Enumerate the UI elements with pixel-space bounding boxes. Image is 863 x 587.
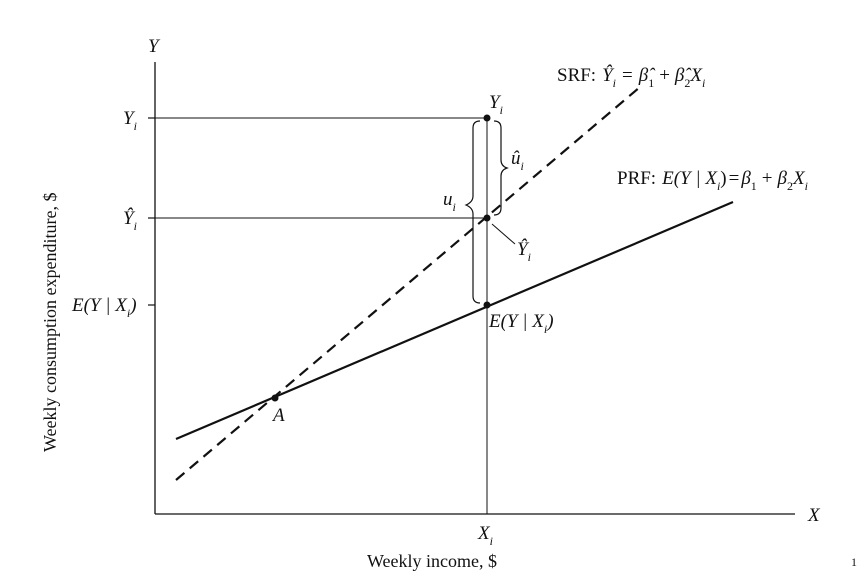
label-point-yhat: Ŷi (517, 238, 531, 264)
label-uhat: ûi (511, 148, 524, 173)
srf-line (175, 86, 641, 481)
yhat-pointer (491, 223, 516, 245)
label-u: ui (443, 189, 456, 214)
y-label-expected: E(Y | Xi) (71, 295, 137, 320)
y-axis-title: Weekly consumption expenditure, $ (40, 193, 60, 453)
x-axis-title: Weekly income, $ (367, 551, 497, 571)
point-yi (483, 114, 491, 122)
u-brace (464, 120, 481, 304)
y-axis-symbol: Y (148, 36, 161, 57)
prf-equation: PRF: E(Y | Xi) = β1 + β2Xi (617, 168, 808, 193)
point-yhat (483, 214, 491, 222)
label-point-a: A (271, 405, 285, 426)
uhat-brace (493, 120, 509, 216)
x-label-xi: Xi (477, 523, 493, 548)
y-label-yi: Yi (123, 108, 137, 133)
point-expected (483, 301, 491, 309)
srf-equation: SRF: Ŷi = β̂1 + β̂2Xi (557, 64, 705, 90)
label-point-expected: E(Y | Xi) (488, 311, 554, 336)
page-number: 1 (851, 555, 857, 569)
x-axis-symbol: X (807, 505, 821, 526)
prf-line (175, 200, 734, 441)
label-point-yi: Yi (489, 92, 503, 117)
y-label-yhat: Ŷi (123, 207, 137, 233)
point-a (271, 394, 279, 402)
